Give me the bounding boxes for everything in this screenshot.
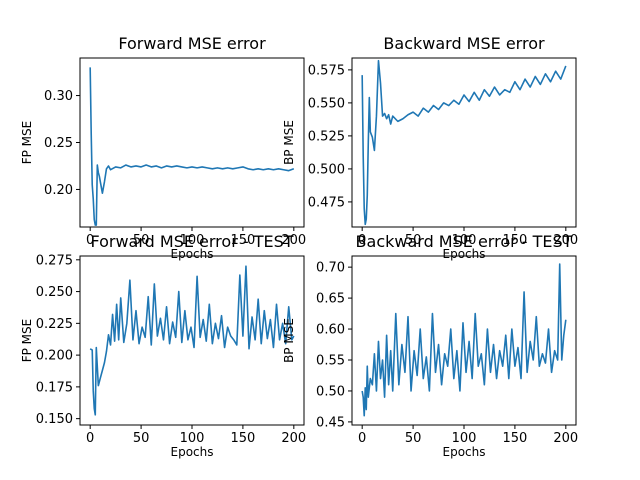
- y-tick-label: 0.525: [308, 129, 345, 144]
- y-tick-label: 0.225: [36, 317, 73, 332]
- x-tick-label: 50: [133, 233, 150, 248]
- x-tick-label: 100: [452, 233, 477, 248]
- x-tick-label: 100: [452, 431, 477, 446]
- y-tick-label: 0.150: [36, 412, 73, 427]
- y-tick-label: 0.20: [44, 183, 73, 198]
- x-tick-label: 150: [502, 233, 527, 248]
- y-tick-label: 0.550: [308, 96, 345, 111]
- x-axis-label: Epochs: [443, 445, 486, 459]
- y-tick-label: 0.475: [308, 195, 345, 210]
- subplot-3: 0 50 100 150 200 0.150 0.175 0.200 0.225 0.250 0.2…: [20, 232, 306, 459]
- x-tick-label: 200: [281, 431, 306, 446]
- y-tick-label: 0.70: [316, 261, 345, 276]
- x-axis-label: Epochs: [171, 247, 214, 261]
- x-tick-label: 50: [405, 233, 422, 248]
- subplot-1: 0 50 100 150 200 0.20 0.25 0.30 Epochs FP MSE Forw…: [20, 34, 306, 261]
- x-tick-label: 100: [180, 431, 205, 446]
- x-tick-label: 200: [553, 431, 578, 446]
- series-line-1: [89, 67, 295, 226]
- y-tick-label: 0.275: [36, 253, 73, 268]
- y-tick-label: 0.25: [44, 136, 73, 151]
- y-axis-label: FP MSE: [20, 121, 34, 165]
- series-line-1: [89, 265, 295, 416]
- chart-title: Backward MSE error - TEST: [356, 232, 573, 251]
- x-tick-label: 50: [133, 431, 150, 446]
- x-tick-label: 200: [553, 233, 578, 248]
- x-tick-label: 0: [86, 431, 94, 446]
- x-tick-label: 200: [281, 233, 306, 248]
- y-axis-label: BP MSE: [282, 318, 296, 363]
- x-tick-label: 150: [502, 431, 527, 446]
- x-axis-label: Epochs: [443, 247, 486, 261]
- x-tick-label: 50: [405, 431, 422, 446]
- chart-title: Forward MSE error - TEST: [90, 232, 293, 251]
- y-tick-label: 0.50: [316, 384, 345, 399]
- subplot-2: 0 50 100 150 200 0.475 0.500 0.525 0.550 0.575 Epo…: [282, 34, 578, 261]
- y-tick-label: 0.55: [316, 354, 345, 369]
- series-line-1: [361, 263, 567, 417]
- chart-title: Backward MSE error: [383, 34, 545, 53]
- chart-title: Forward MSE error: [118, 34, 266, 53]
- y-tick-label: 0.60: [316, 323, 345, 338]
- series-line-1: [361, 59, 567, 226]
- y-tick-label: 0.575: [308, 63, 345, 78]
- y-tick-label: 0.45: [316, 415, 345, 430]
- x-tick-label: 100: [180, 233, 205, 248]
- y-tick-label: 0.30: [44, 89, 73, 104]
- y-tick-label: 0.250: [36, 285, 73, 300]
- y-tick-label: 0.200: [36, 349, 73, 364]
- y-tick-label: 0.65: [316, 292, 345, 307]
- x-tick-label: 0: [86, 233, 94, 248]
- subplot-4: 0 50 100 150 200 0.45 0.50 0.55 0.60 0.65 0.70 Epoc…: [282, 232, 578, 459]
- y-tick-label: 0.175: [36, 380, 73, 395]
- x-tick-label: 0: [358, 233, 366, 248]
- y-tick-label: 0.500: [308, 162, 345, 177]
- x-tick-label: 150: [230, 431, 255, 446]
- x-axis-label: Epochs: [171, 445, 214, 459]
- x-tick-label: 0: [358, 431, 366, 446]
- y-axis-label: BP MSE: [282, 120, 296, 165]
- y-axis-label: FP MSE: [20, 319, 34, 363]
- x-tick-label: 150: [230, 233, 255, 248]
